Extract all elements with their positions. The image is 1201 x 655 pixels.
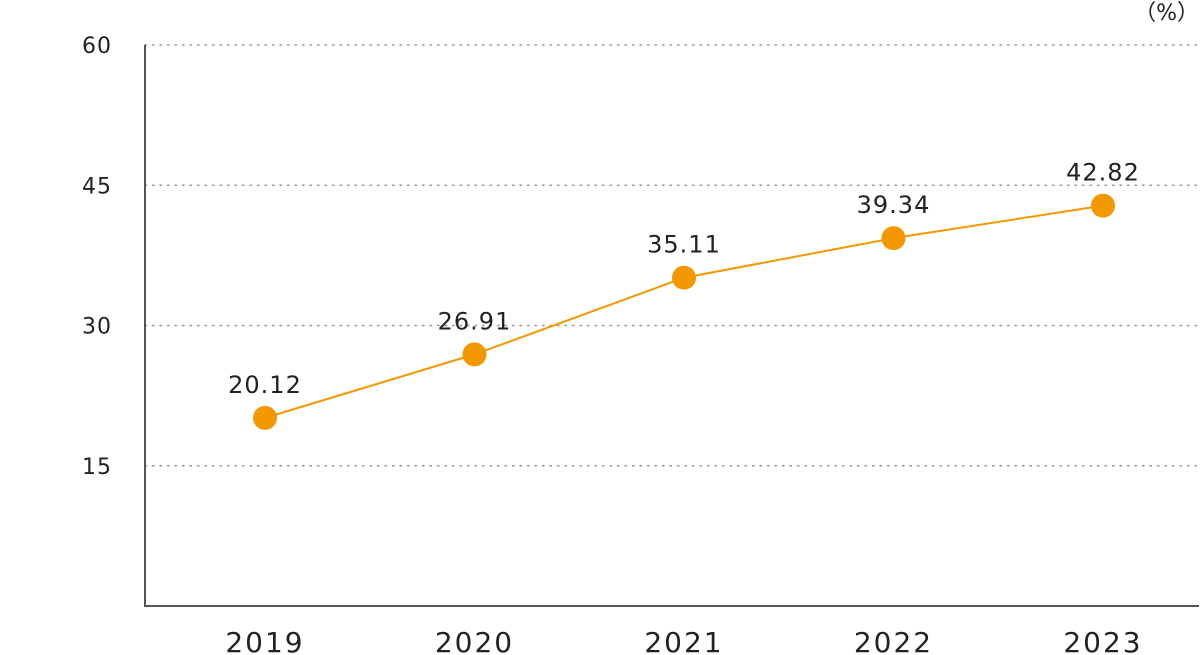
x-tick-label: 2023	[1063, 626, 1142, 655]
grid-layer	[144, 44, 1200, 467]
x-tick-label: 2021	[644, 626, 723, 655]
data-label-2023: 42.82	[1066, 159, 1140, 187]
data-point-2019	[253, 405, 277, 430]
y-tick-label: 30	[82, 315, 112, 340]
data-point-2021	[672, 265, 696, 290]
x-tick-label: 2020	[435, 626, 514, 655]
data-label-2020: 26.91	[438, 307, 512, 335]
y-tick-label: 15	[82, 455, 112, 480]
x-tick-label: 2022	[854, 626, 933, 655]
x-tick-label: 2019	[225, 626, 304, 655]
data-label-2022: 39.34	[857, 191, 931, 219]
unit-label: （%）	[1134, 1, 1199, 26]
data-label-2019: 20.12	[228, 371, 302, 399]
label-layer: 20.12 26.91 35.11 39.34 42.82	[228, 159, 1140, 399]
data-label-2021: 35.11	[647, 231, 721, 259]
data-point-2020	[462, 342, 487, 367]
data-point-2022	[881, 226, 906, 251]
y-tick-label: 60	[82, 34, 112, 59]
y-tick-label: 45	[82, 174, 112, 199]
series-layer	[253, 193, 1115, 430]
data-point-2023	[1091, 193, 1115, 218]
axis-layer: 15 30 45 60 2019 2020 2021 2022 2023	[82, 34, 1199, 655]
